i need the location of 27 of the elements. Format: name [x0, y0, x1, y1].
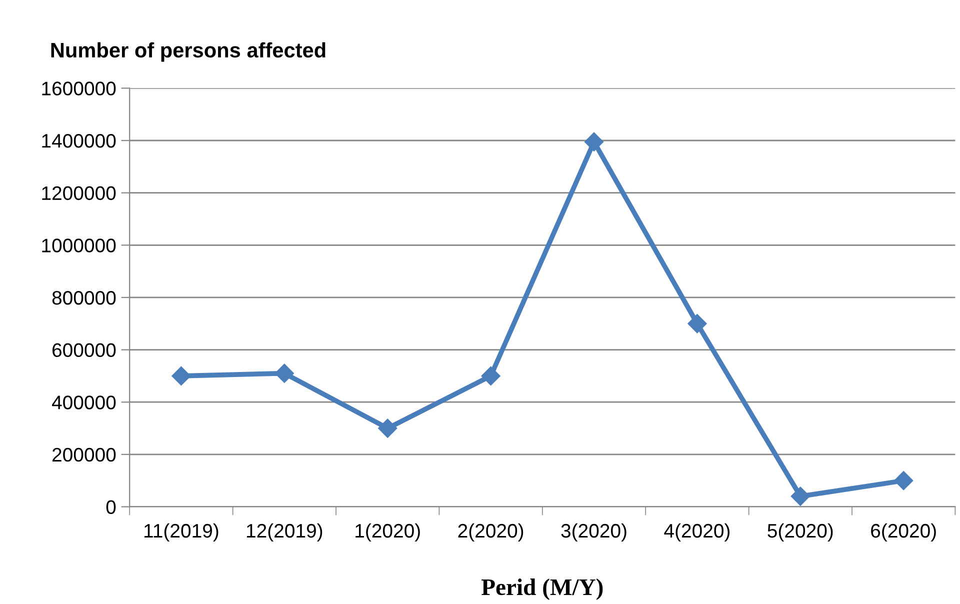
point — [584, 132, 604, 152]
y-axis-title: Number of persons affected — [51, 42, 326, 62]
point — [481, 366, 500, 386]
y-tick-label: 400000 — [52, 396, 116, 410]
y-tick-label: 0 — [106, 500, 116, 514]
point — [378, 418, 398, 438]
x-axis-title: Perid (M/Y) — [482, 578, 603, 600]
y-tick-label: 200000 — [52, 448, 116, 462]
x-tick-label: 12(2019) — [246, 523, 322, 542]
x-tick-label: 6(2020) — [871, 523, 936, 542]
point — [790, 486, 810, 506]
point — [688, 314, 707, 334]
point — [274, 364, 294, 383]
point — [894, 471, 914, 490]
y-tick-label: 1600000 — [42, 82, 116, 96]
x-tick-label: 11(2019) — [144, 523, 218, 542]
x-tick-label: 2(2020) — [458, 523, 524, 542]
x-tick-label: 5(2020) — [768, 523, 833, 542]
y-tick-label: 1000000 — [42, 238, 116, 252]
x-tick-label: 4(2020) — [664, 523, 730, 542]
point — [172, 366, 191, 386]
x-tick-label: 3(2020) — [561, 523, 626, 542]
y-tick-label: 1400000 — [42, 134, 116, 148]
x-tick-label: 1(2020) — [356, 523, 420, 542]
y-tick-label: 800000 — [52, 290, 116, 305]
y-tick-label: 1200000 — [42, 186, 116, 200]
y-tick-label: 600000 — [52, 343, 116, 358]
